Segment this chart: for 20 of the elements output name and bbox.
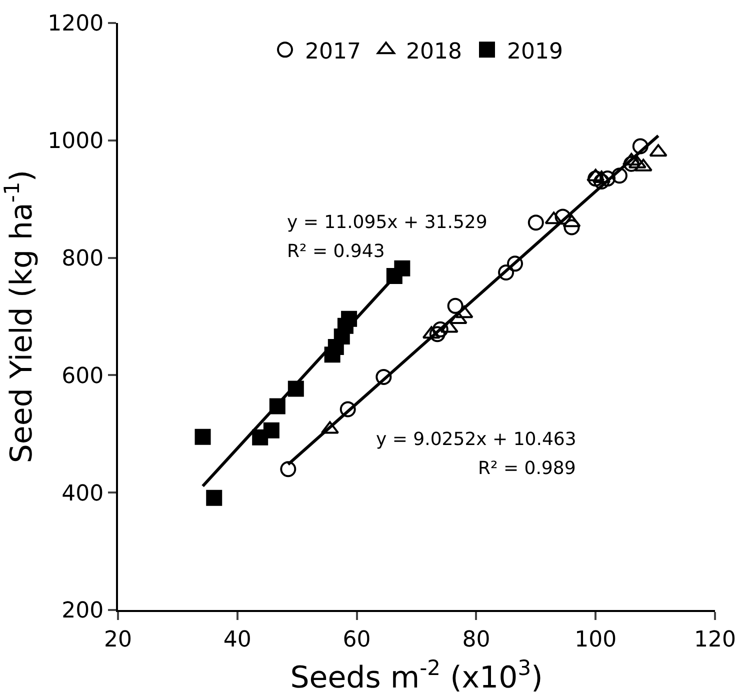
x-tick-label: 60 xyxy=(342,627,371,652)
legend-label: 2018 xyxy=(406,39,462,64)
legend-label: 2017 xyxy=(305,39,361,64)
y-tick-label: 800 xyxy=(62,246,104,272)
x-axis-title: Seeds m$^{-2}$ (x10$^{3}$) xyxy=(290,656,543,696)
x-tick-label: 20 xyxy=(104,627,132,652)
annotation: R² = 0.989 xyxy=(478,458,576,479)
y-tick-label: 1000 xyxy=(48,129,104,154)
annotation: y = 9.0252x + 10.463 xyxy=(376,429,576,450)
y-tick-label: 1200 xyxy=(48,12,104,37)
x-tick-label: 120 xyxy=(694,627,736,652)
annotation: y = 11.095x + 31.529 xyxy=(287,212,488,233)
x-tick-label: 40 xyxy=(223,627,252,652)
x-tick-label: 100 xyxy=(574,627,617,652)
y-tick-label: 400 xyxy=(62,481,104,506)
y-tick-label: 200 xyxy=(62,598,104,624)
y-tick-label: 600 xyxy=(62,364,104,389)
legend-label: 2019 xyxy=(507,39,563,64)
annotation: R² = 0.943 xyxy=(287,241,385,262)
x-tick-label: 80 xyxy=(462,627,490,652)
